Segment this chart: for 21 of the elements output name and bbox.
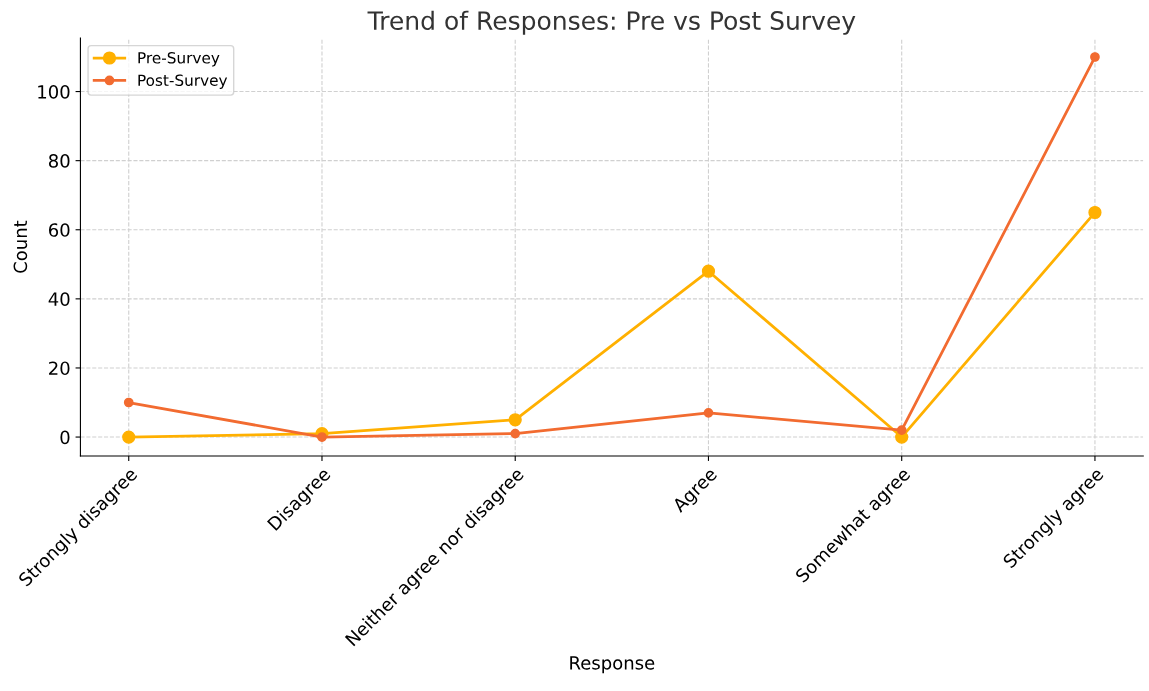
point — [1088, 205, 1102, 220]
legend-label: Post-Survey — [138, 74, 228, 89]
point — [896, 425, 907, 436]
y-tick-label: 80 — [48, 154, 70, 168]
y-tick-label: 60 — [48, 223, 70, 237]
point — [701, 264, 716, 278]
point — [317, 432, 327, 442]
point — [508, 413, 522, 427]
point — [122, 430, 136, 444]
legend-label: Pre-Survey — [138, 52, 220, 67]
chart-title: Trend of Responses: Pre vs Post Survey — [367, 10, 856, 35]
point — [510, 428, 521, 439]
point — [1090, 52, 1100, 62]
y-tick-label: 0 — [60, 430, 70, 445]
point — [123, 397, 134, 408]
y-tick-label: 100 — [38, 85, 70, 99]
x-axis-title: Response — [570, 656, 655, 674]
point — [703, 408, 714, 418]
y-tick-label: 20 — [49, 361, 70, 376]
y-tick-label: 40 — [48, 292, 70, 306]
y-axis-title: Count — [13, 220, 28, 273]
